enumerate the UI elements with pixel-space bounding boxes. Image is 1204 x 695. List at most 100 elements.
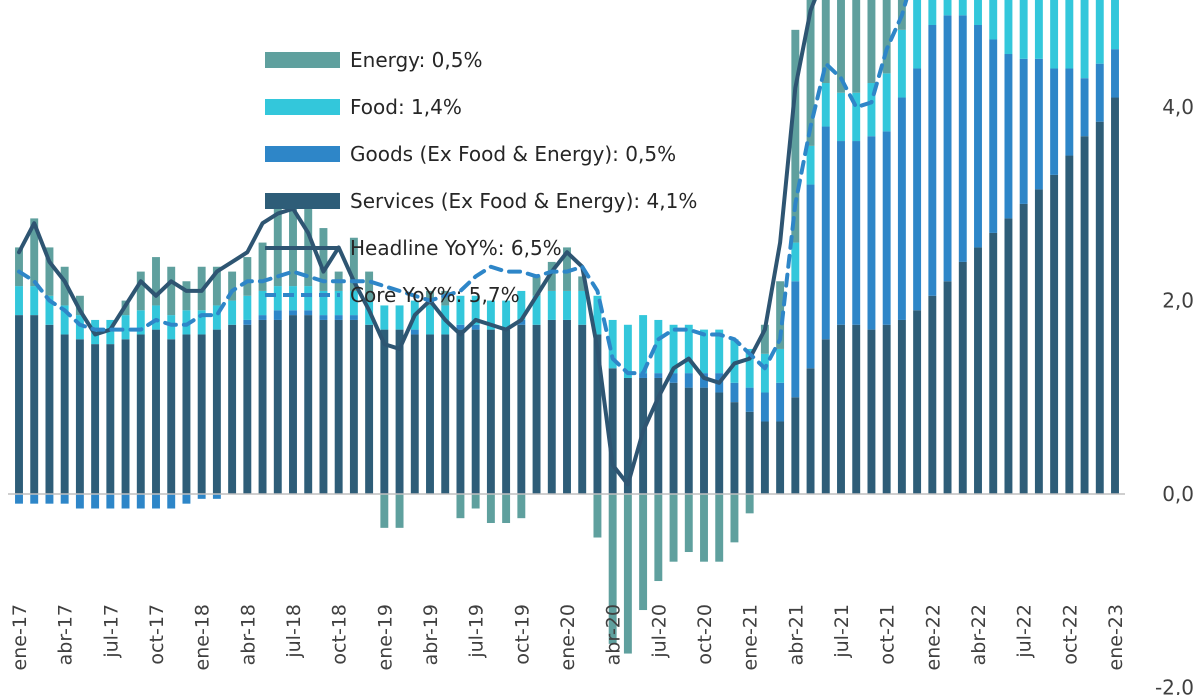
x-tick-label: jul-21 [831, 604, 853, 659]
bar-goods-jul-17 [106, 494, 115, 509]
bar-services-sep-18 [319, 319, 328, 494]
bar-goods-jun-20 [639, 373, 648, 378]
bar-food-jun-22 [1004, 0, 1013, 55]
bar-energy-mar-20 [593, 494, 602, 538]
bar-food-feb-18 [212, 305, 221, 330]
bar-energy-nov-20 [715, 494, 724, 562]
bar-food-dic-21 [913, 0, 922, 69]
y-tick-label: 0,0 [1162, 482, 1194, 506]
bar-energy-abr-17 [60, 266, 69, 306]
bar-food-mar-18 [228, 300, 237, 325]
x-tick-label: abr-20 [603, 604, 625, 665]
x-tick-label: ene-18 [192, 604, 214, 670]
bar-food-ago-22 [1034, 0, 1043, 59]
x-tick-label: abr-19 [420, 604, 442, 665]
bar-energy-ago-19 [486, 494, 495, 524]
legend-swatch [265, 52, 340, 68]
bar-energy-ene-19 [380, 494, 389, 528]
bar-services-oct-17 [152, 329, 160, 494]
bar-food-feb-20 [578, 290, 587, 325]
bar-services-sep-17 [136, 334, 145, 494]
bar-goods-ago-18 [304, 310, 313, 316]
bar-energy-ago-20 [669, 494, 678, 562]
bar-goods-ene-21 [745, 387, 754, 412]
legend-swatch [265, 146, 340, 162]
bar-goods-oct-22 [1065, 68, 1074, 156]
bar-services-feb-19 [395, 329, 404, 494]
bar-services-sep-20 [684, 387, 693, 494]
bar-services-sep-19 [502, 329, 511, 494]
bar-energy-sep-18 [319, 228, 328, 291]
bar-services-ago-22 [1034, 189, 1043, 494]
bar-goods-jul-22 [1019, 58, 1028, 204]
bar-services-jun-19 [456, 329, 465, 494]
bar-goods-jul-18 [289, 310, 297, 316]
bar-food-nov-17 [167, 315, 176, 340]
y-tick-label: 4,0 [1162, 95, 1194, 119]
bar-services-dic-17 [182, 334, 191, 494]
bar-services-abr-21 [791, 397, 800, 494]
bar-services-may-21 [806, 368, 815, 494]
bar-energy-dic-17 [182, 281, 191, 311]
bar-food-oct-22 [1065, 0, 1074, 69]
bar-energy-oct-21 [882, 0, 891, 74]
bar-food-ago-18 [304, 286, 313, 311]
bar-services-dic-21 [913, 310, 922, 494]
x-tick-label: abr-17 [55, 604, 77, 665]
bar-services-nov-22 [1080, 136, 1089, 494]
bar-goods-feb-22 [943, 15, 952, 282]
bar-energy-feb-20 [578, 276, 587, 291]
bar-energy-jun-21 [821, 0, 830, 84]
bar-services-ago-17 [121, 339, 130, 494]
bar-services-ene-23 [1111, 97, 1119, 494]
bar-food-nov-18 [349, 290, 358, 316]
bar-goods-dic-21 [913, 68, 922, 311]
bar-food-oct-20 [700, 329, 708, 374]
bar-goods-feb-17 [30, 494, 39, 504]
bar-services-ene-18 [197, 334, 206, 494]
x-tick-label: oct-18 [329, 604, 351, 665]
bar-food-sep-22 [1050, 0, 1059, 69]
bar-goods-nov-22 [1080, 78, 1089, 137]
bar-goods-jul-19 [471, 324, 480, 330]
bar-food-ago-17 [121, 315, 130, 340]
headline-yoy-line [17, 0, 817, 487]
x-tick-label: oct-19 [511, 604, 533, 665]
bar-services-jun-17 [91, 344, 100, 494]
core-yoy-line [17, 0, 909, 376]
bar-food-feb-22 [943, 0, 952, 16]
bar-energy-oct-19 [517, 494, 526, 519]
bar-services-mar-21 [776, 421, 785, 494]
bar-services-ene-21 [745, 411, 754, 494]
bar-goods-nov-21 [897, 97, 906, 320]
bar-food-abr-17 [60, 305, 69, 335]
bar-energy-feb-21 [760, 324, 769, 354]
lines-layer [17, 0, 909, 487]
bar-services-may-20 [623, 377, 632, 494]
bar-food-sep-18 [319, 290, 328, 316]
bar-goods-ago-20 [669, 373, 678, 383]
bar-food-mar-21 [776, 348, 785, 383]
bar-food-may-18 [258, 290, 267, 316]
bar-services-may-19 [441, 334, 450, 494]
bar-food-ene-23 [1111, 0, 1119, 50]
bar-energy-nov-19 [532, 276, 541, 296]
bar-food-ago-19 [486, 300, 495, 330]
bar-services-oct-20 [700, 387, 708, 494]
legend-item: Goods (Ex Food & Energy): 0,5% [265, 142, 676, 166]
bar-energy-feb-18 [212, 266, 221, 306]
bar-food-ene-17 [15, 286, 23, 316]
bar-services-oct-21 [882, 324, 891, 494]
x-tick-label: jul-20 [648, 604, 670, 659]
bar-food-jul-18 [289, 286, 297, 311]
bar-goods-abr-22 [974, 25, 982, 248]
bar-food-jul-19 [471, 295, 480, 325]
bar-goods-mar-17 [45, 494, 54, 504]
bar-services-mar-18 [228, 324, 237, 494]
y-tick-label: -2,0 [1155, 675, 1194, 695]
bar-energy-feb-19 [395, 494, 404, 528]
bar-food-sep-19 [502, 300, 511, 330]
bar-food-feb-17 [30, 286, 39, 316]
bar-services-nov-19 [532, 324, 541, 494]
